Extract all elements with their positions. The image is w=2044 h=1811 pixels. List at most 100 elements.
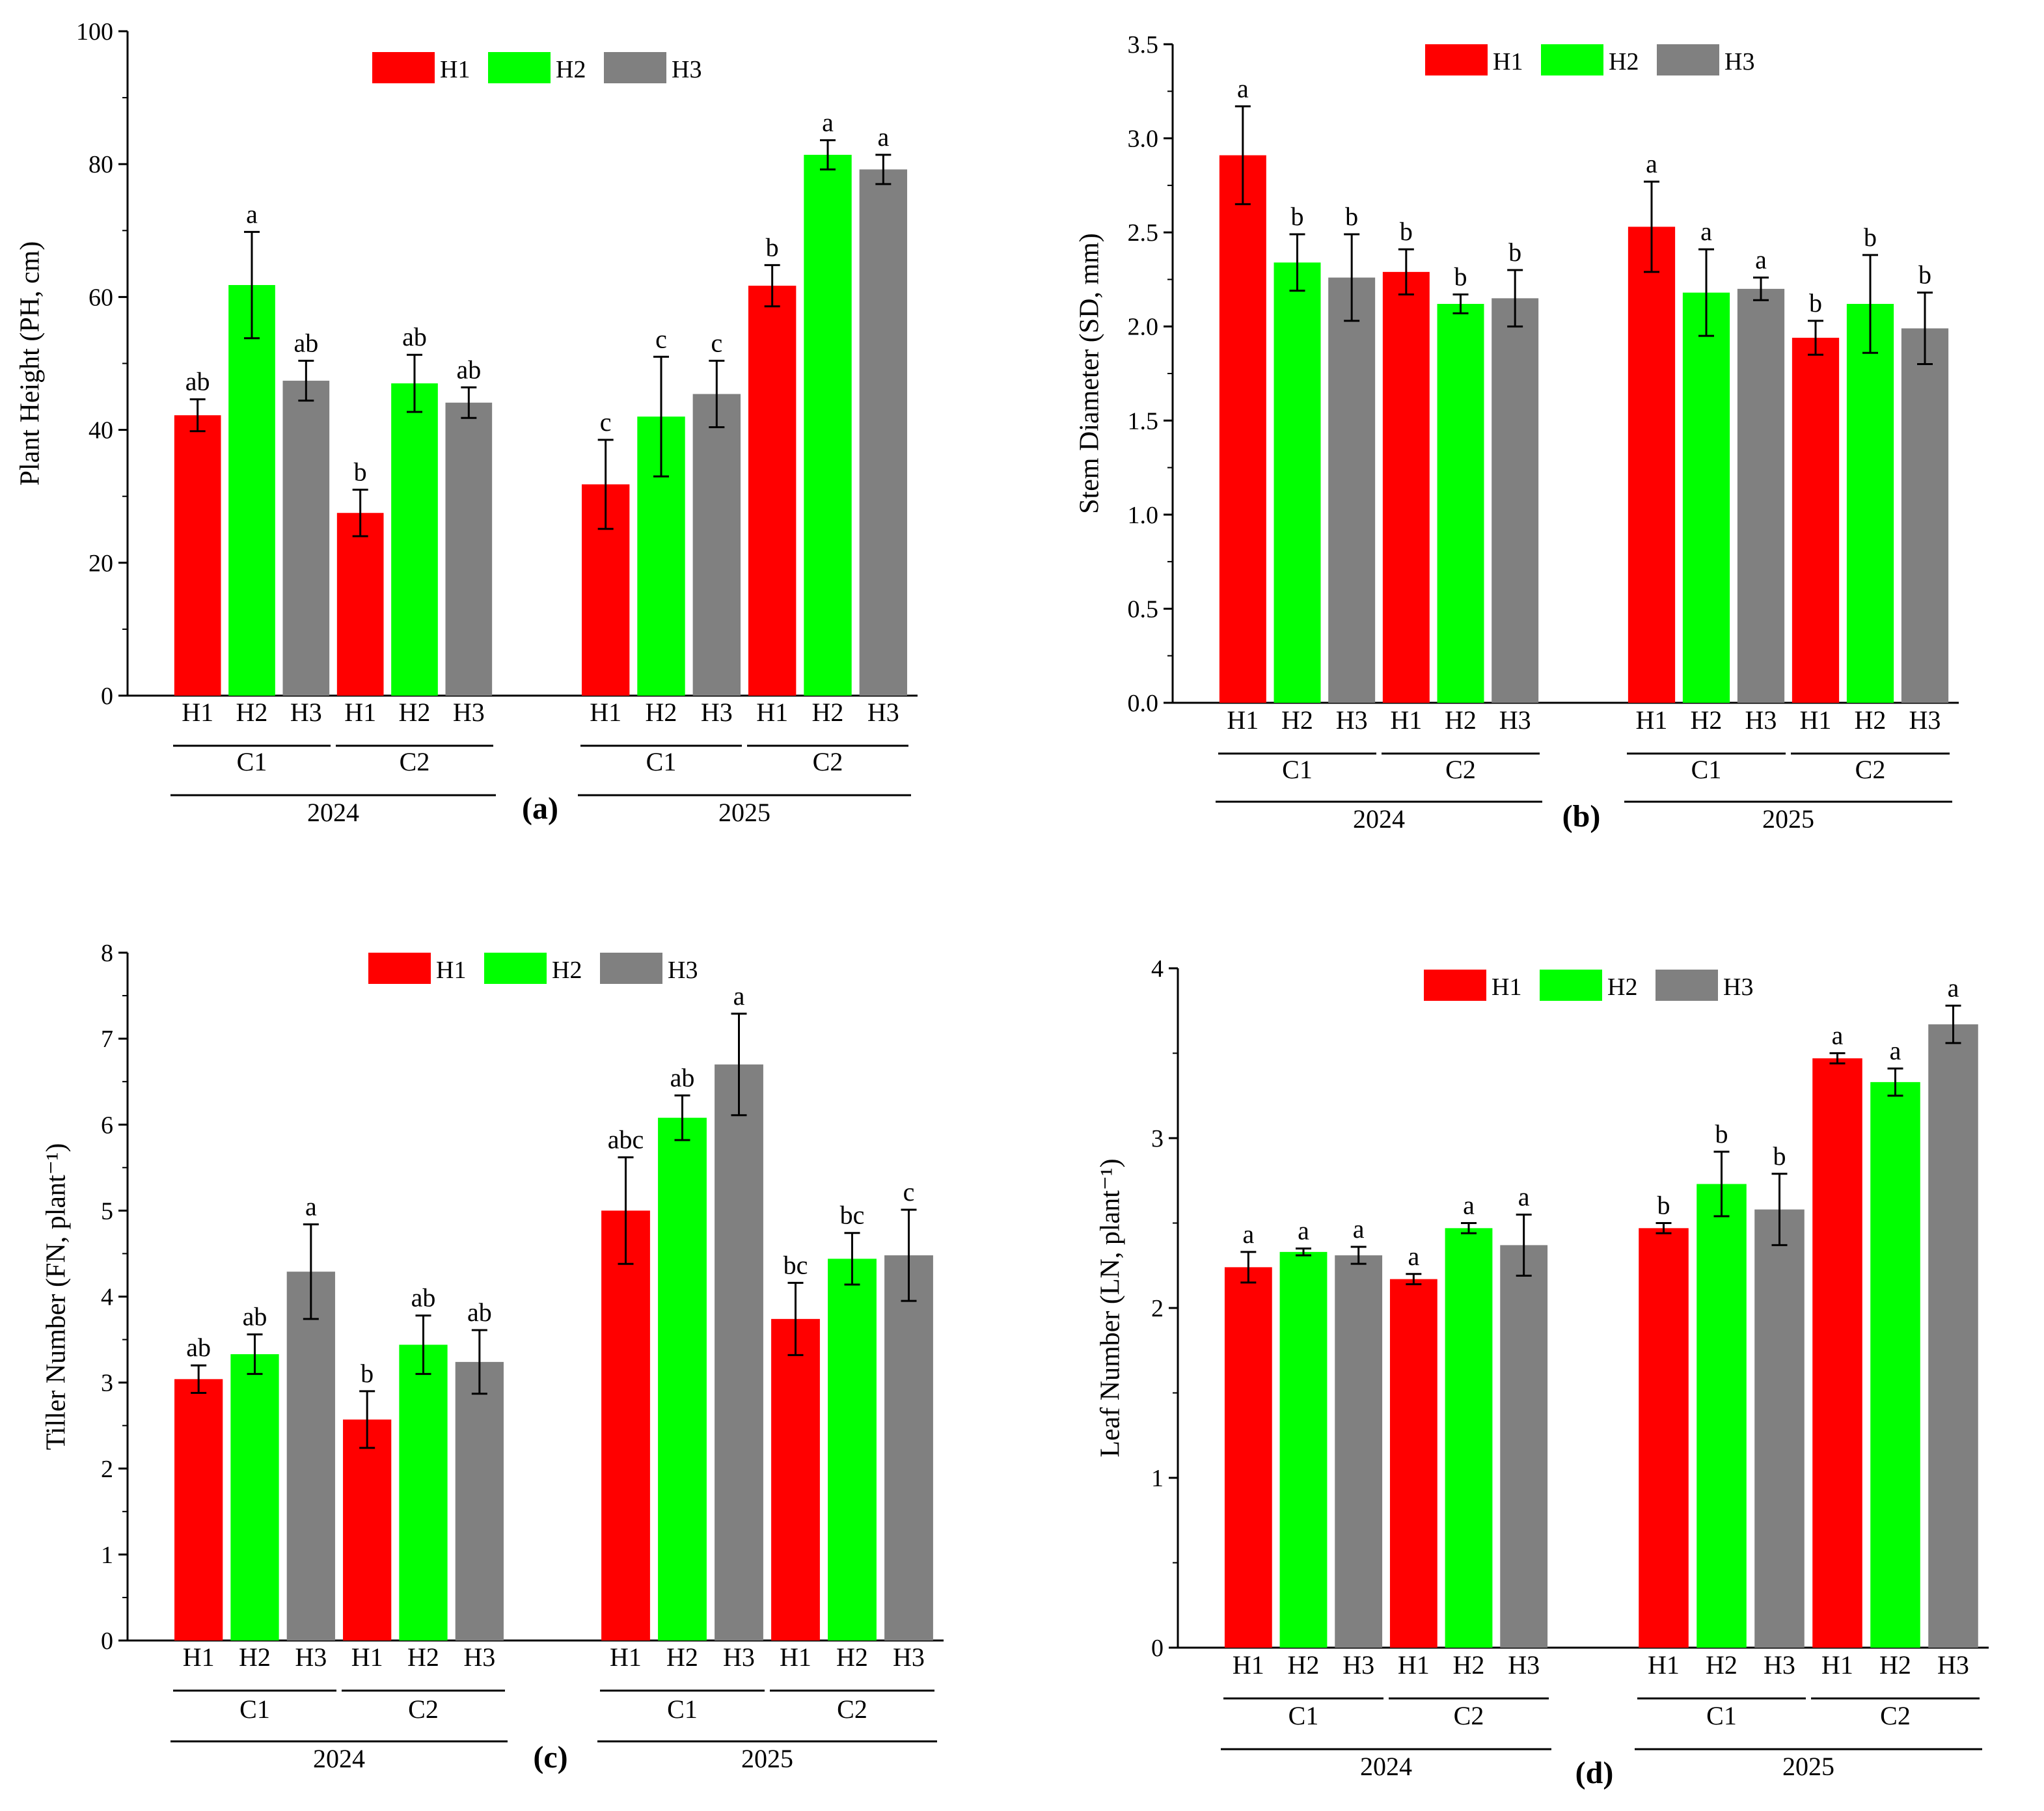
bar <box>1870 1082 1920 1648</box>
x-tick-label: H2 <box>1879 1650 1911 1680</box>
x-tick-label: H2 <box>1691 705 1723 735</box>
bar <box>1328 277 1376 703</box>
y-tick-label: 2.5 <box>1128 219 1159 247</box>
bar <box>804 154 852 696</box>
x-tick-label: H3 <box>290 698 322 727</box>
y-axis-title: Leaf Number (LN, plant⁻¹) <box>1096 1158 1126 1457</box>
significance-label: b <box>766 232 779 262</box>
significance-label: b <box>1809 288 1822 318</box>
bar <box>174 415 221 696</box>
legend: H1 H2 H3 <box>372 52 702 83</box>
significance-label: ab <box>185 367 210 396</box>
legend-swatch <box>368 953 431 984</box>
significance-label: a <box>1890 1036 1901 1065</box>
y-tick-label: 40 <box>89 417 113 444</box>
y-tick-label: 6 <box>101 1111 113 1139</box>
legend-swatch <box>1541 44 1603 75</box>
legend-swatch <box>372 52 435 83</box>
legend: H1 H2 H3 <box>1425 44 1754 75</box>
subgroup-label: C2 <box>408 1695 439 1724</box>
bar <box>1492 298 1539 703</box>
bar <box>1389 1279 1438 1648</box>
x-tick-label: H1 <box>756 698 788 727</box>
significance-label: ab <box>467 1298 492 1327</box>
y-tick-label: 1 <box>101 1542 113 1569</box>
x-tick-label: H2 <box>1855 705 1887 735</box>
panel-1: 0.0 0.5 1.0 1.5 2.0 2.5 3.0 3.5 Stem Diameter (S… <box>1075 31 1959 834</box>
x-tick-label: H3 <box>867 698 899 727</box>
bar <box>1846 304 1894 703</box>
subgroup-label: C2 <box>1445 755 1476 784</box>
x-tick-label: H2 <box>1281 705 1313 735</box>
x-tick-label: H1 <box>182 698 213 727</box>
y-axis-title: Stem Diameter (SD, mm) <box>1075 233 1105 514</box>
bar <box>230 1354 279 1641</box>
significance-label: a <box>1948 973 1959 1002</box>
x-tick-label: H1 <box>1821 1650 1853 1680</box>
x-tick-label: H2 <box>407 1642 439 1672</box>
subgroup-label: C2 <box>1880 1701 1911 1730</box>
significance-label: b <box>1864 223 1877 252</box>
y-tick-label: 0 <box>101 683 113 710</box>
legend-swatch <box>484 953 547 984</box>
year-label: 2025 <box>741 1744 793 1773</box>
significance-label: abc <box>608 1124 644 1154</box>
significance-label: b <box>1291 202 1304 231</box>
y-tick-label: 0 <box>1151 1635 1164 1662</box>
y-tick-label: 4 <box>1151 955 1164 983</box>
significance-label: ab <box>411 1283 436 1313</box>
subgroup-label: C1 <box>667 1695 698 1724</box>
bar <box>445 402 493 696</box>
significance-label: b <box>1345 202 1358 231</box>
bar <box>1754 1209 1805 1648</box>
x-tick-label: H2 <box>236 698 268 727</box>
bar <box>1628 226 1676 703</box>
bar <box>1437 304 1484 703</box>
significance-label: c <box>655 324 667 353</box>
significance-label: ab <box>186 1333 211 1362</box>
significance-label: bc <box>784 1250 808 1279</box>
y-tick-label: 0.5 <box>1128 595 1159 623</box>
y-tick-label: 0.0 <box>1128 690 1159 717</box>
legend-swatch <box>488 52 551 83</box>
y-tick-label: 2 <box>1151 1295 1164 1322</box>
legend: H1 H2 H3 <box>1424 970 1753 1001</box>
legend-label: H3 <box>668 957 698 984</box>
bar <box>1697 1184 1747 1648</box>
significance-label: c <box>711 328 722 357</box>
significance-label: b <box>1657 1191 1670 1220</box>
x-tick-label: H3 <box>1342 1650 1374 1680</box>
legend-label: H1 <box>1492 974 1521 1001</box>
bar <box>859 169 908 696</box>
legend-label: H1 <box>436 957 466 984</box>
x-tick-label: H1 <box>1227 705 1259 735</box>
year-label: 2024 <box>307 798 359 827</box>
significance-label: a <box>877 122 889 152</box>
subgroup-label: C1 <box>1288 1701 1319 1730</box>
panel-label: (c) <box>533 1740 567 1775</box>
legend-label: H3 <box>672 56 702 83</box>
y-tick-label: 100 <box>76 18 113 46</box>
bar <box>1792 338 1840 703</box>
x-tick-label: H1 <box>1636 705 1668 735</box>
y-tick-label: 4 <box>101 1284 113 1311</box>
year-label: 2024 <box>1360 1752 1412 1781</box>
panel-label: (a) <box>522 791 558 826</box>
x-tick-label: H1 <box>780 1642 811 1672</box>
y-tick-label: 8 <box>101 940 113 967</box>
significance-label: a <box>733 981 745 1011</box>
bar <box>228 285 275 696</box>
bar <box>1682 292 1730 703</box>
y-tick-label: 1.0 <box>1128 502 1159 529</box>
x-tick-label: H3 <box>1909 705 1941 735</box>
significance-label: b <box>1715 1119 1728 1149</box>
bar <box>336 513 384 696</box>
legend-label: H2 <box>1609 48 1639 75</box>
x-tick-label: H2 <box>812 698 844 727</box>
significance-label: b <box>361 1359 374 1388</box>
y-tick-label: 7 <box>101 1026 113 1053</box>
bar <box>286 1272 335 1641</box>
significance-label: ab <box>402 322 427 351</box>
